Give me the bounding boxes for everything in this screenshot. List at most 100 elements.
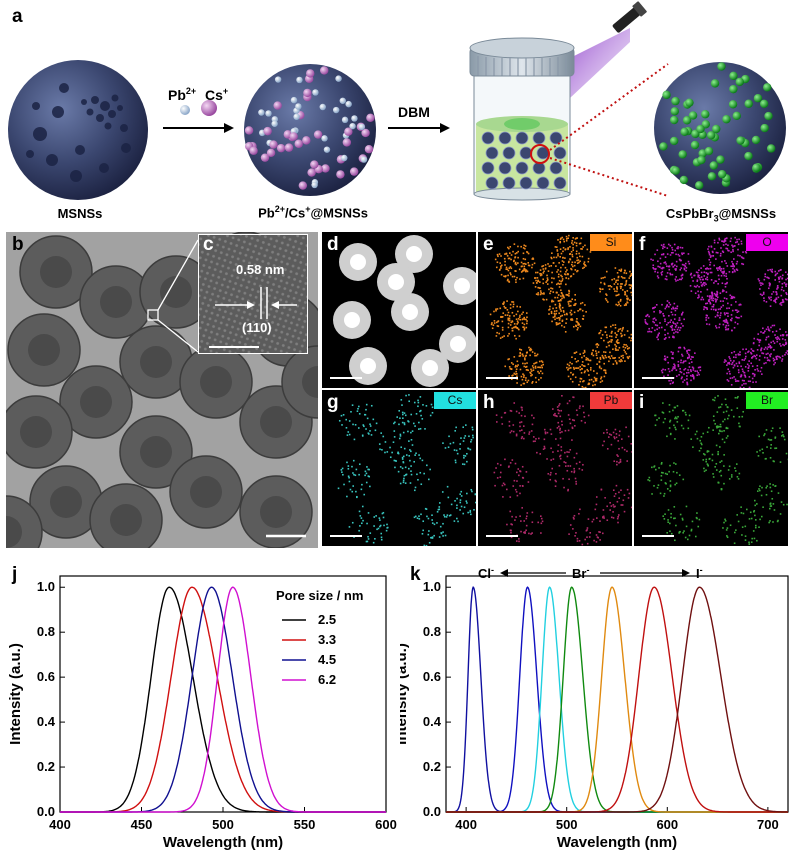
eds-dot	[522, 311, 524, 314]
eds-dot	[768, 284, 771, 287]
eds-dot	[672, 265, 675, 268]
eds-dot	[716, 267, 718, 270]
eds-dot	[496, 421, 498, 423]
eds-dot	[581, 368, 583, 370]
eds-dot	[605, 294, 608, 296]
eds-dot	[754, 519, 757, 521]
eds-dot	[725, 319, 728, 322]
eds-dot	[576, 262, 579, 265]
eds-dot	[681, 355, 684, 357]
eds-dot	[349, 488, 352, 491]
eds-dot	[577, 327, 579, 329]
eds-dot	[575, 483, 578, 485]
eds-dot	[739, 353, 741, 356]
eds-dot	[656, 275, 659, 277]
eds-dot	[727, 324, 730, 327]
eds-dot	[725, 282, 728, 285]
eds-dot	[569, 300, 571, 303]
eds-dot	[574, 425, 576, 427]
eds-dot	[764, 330, 766, 333]
eds-dot	[654, 253, 656, 256]
eds-dot	[598, 531, 600, 533]
eds-dot	[538, 372, 541, 374]
eds-dot	[568, 295, 570, 297]
eds-dot	[673, 328, 676, 331]
eds-dot	[554, 414, 556, 417]
eds-dot	[541, 372, 544, 375]
eds-dot	[509, 245, 512, 248]
eds-dot	[612, 348, 614, 351]
eds-dot	[702, 453, 705, 455]
eds-dot	[672, 381, 674, 384]
eds-dot	[351, 490, 354, 493]
eds-dot	[725, 297, 728, 300]
eds-dot	[419, 427, 422, 430]
eds-dot	[765, 457, 767, 460]
eds-dot	[718, 446, 721, 448]
eds-dot	[608, 288, 611, 291]
eds-dot	[609, 285, 612, 287]
eds-dot	[745, 251, 748, 254]
eds-dot	[512, 305, 515, 308]
eds-dot	[770, 346, 773, 349]
eds-dot	[521, 265, 523, 268]
eds-dot	[507, 257, 510, 260]
eds-dot	[526, 316, 528, 319]
eds-dot	[516, 305, 519, 308]
eds-dot	[509, 303, 512, 306]
eds-dot	[656, 324, 659, 327]
eds-dot	[668, 336, 671, 339]
haadf-particle-core	[454, 278, 470, 294]
eds-dot	[706, 314, 709, 317]
eds-dot	[454, 430, 457, 432]
eds-dot	[613, 357, 615, 360]
eds-dot	[712, 415, 715, 418]
eds-dot	[565, 312, 568, 315]
eds-dot	[628, 355, 631, 358]
eds-dot	[648, 330, 651, 333]
eds-dot	[678, 329, 681, 332]
eds-dot	[696, 374, 699, 377]
eds-dot	[616, 287, 618, 289]
eds-dot	[537, 370, 539, 373]
eds-dot	[614, 505, 616, 508]
eds-dot	[516, 365, 518, 368]
eds-dot	[496, 261, 499, 264]
eds-dot	[734, 380, 737, 383]
eds-dot	[399, 417, 401, 420]
ion-pb-label: Pb2+	[168, 86, 196, 103]
eds-dot	[676, 405, 679, 407]
eds-dot	[531, 511, 534, 514]
eds-dot	[626, 488, 629, 491]
eds-dot	[741, 415, 744, 418]
eds-dot	[471, 428, 474, 431]
eds-dot	[555, 312, 557, 315]
eds-dot	[572, 325, 575, 328]
eds-dot	[525, 365, 528, 368]
eds-dot	[470, 438, 473, 441]
eds-dot	[716, 314, 719, 316]
pb-ion-sphere	[180, 105, 190, 115]
eds-dot	[627, 357, 630, 360]
eds-dot	[696, 512, 698, 514]
eds-dot	[736, 514, 738, 516]
eds-dot	[575, 351, 578, 353]
cs-ion-dot	[303, 88, 312, 98]
eds-dot	[707, 450, 710, 453]
eds-dot	[702, 265, 705, 267]
eds-dot	[718, 425, 721, 428]
eds-dot	[723, 429, 725, 432]
eds-dot	[608, 360, 610, 363]
eds-dot	[515, 373, 518, 375]
eds-dot	[716, 291, 719, 294]
eds-dot	[752, 530, 755, 532]
eds-dot	[723, 270, 725, 273]
eds-dot	[696, 430, 698, 433]
eds-dot	[518, 412, 521, 414]
nanocrystal-dot	[735, 77, 744, 87]
eds-dot	[757, 490, 759, 492]
eds-dot	[384, 451, 386, 454]
eds-dot	[683, 530, 685, 532]
eds-dot	[524, 245, 527, 247]
eds-dot	[567, 261, 570, 264]
